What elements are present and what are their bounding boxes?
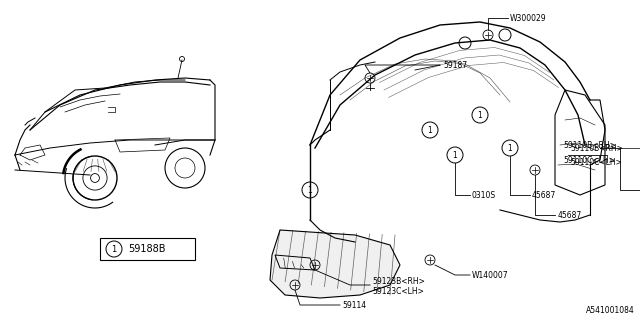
Text: 1: 1	[308, 186, 312, 195]
Text: 45687: 45687	[532, 190, 556, 199]
Text: 59123C<LH>: 59123C<LH>	[372, 287, 424, 297]
Text: 1: 1	[111, 244, 116, 253]
Text: 59110B<RH>: 59110B<RH>	[563, 140, 616, 149]
Text: 59110C<LH>: 59110C<LH>	[570, 157, 622, 166]
Text: A541001084: A541001084	[586, 306, 635, 315]
Text: 59110C<LH>: 59110C<LH>	[563, 156, 615, 164]
Text: 59188B: 59188B	[128, 244, 166, 254]
Bar	[100, 238, 195, 260]
Text: 45687: 45687	[558, 211, 582, 220]
Text: W300029: W300029	[510, 13, 547, 22]
Text: 1: 1	[477, 110, 483, 119]
Text: 1: 1	[452, 150, 458, 159]
Text: 0310S: 0310S	[472, 190, 496, 199]
Text: W140007: W140007	[472, 270, 509, 279]
Text: 1: 1	[428, 125, 433, 134]
Text: 1: 1	[508, 143, 513, 153]
Text: 59114: 59114	[342, 300, 366, 309]
Text: 59110B<RH>: 59110B<RH>	[570, 143, 623, 153]
Polygon shape	[270, 230, 400, 298]
Text: 59123B<RH>: 59123B<RH>	[372, 276, 425, 285]
Text: 59187: 59187	[443, 60, 467, 69]
